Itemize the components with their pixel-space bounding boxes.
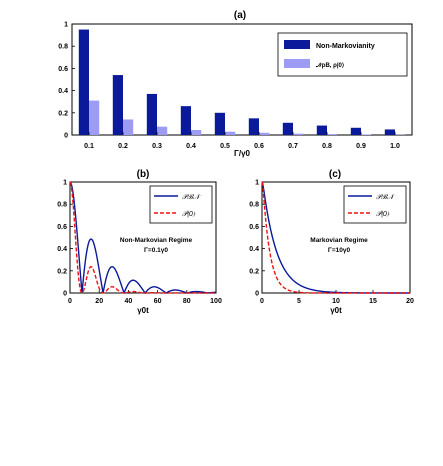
legend-label-negativity: 𝒩ρB, ρ|0⟩: [315, 62, 344, 69]
panel-c: (c) 0 5 10 15 20 0 0.2 0.4 0.6 0.8 1 Markovian Reg…: [249, 169, 414, 315]
line-p0-panel-c: [261, 181, 410, 294]
x-tick-label: 100: [210, 298, 222, 305]
panel-b: (b) 0 20 40 60 80 100 0 0.2 0.4 0.6 0.8 1 Non-Marko…: [57, 169, 222, 315]
x-tick-label: 0.1: [84, 143, 94, 150]
bar-non-markovianity-0.7: [282, 122, 293, 135]
y-tick-label: 1: [255, 180, 259, 187]
bar-negativity-0.4: [191, 130, 202, 135]
y-tick-label: 0.8: [249, 202, 259, 209]
panel-b-annotation-line2: Γ=0.1γ0: [144, 247, 168, 254]
y-tick-label: 0: [63, 291, 67, 298]
panel-b-axes-box: [69, 181, 217, 294]
y-tick-label: 0.4: [58, 88, 68, 95]
bar-negativity-0.2: [123, 119, 134, 135]
panel-a: (a) 0.1 0.2 0.3 0.4 0.5 0.6 0.7 0.8 0.9 1.000.20.…: [58, 10, 413, 158]
panel-a-label: (a): [234, 10, 246, 21]
bar-negativity-0.6: [259, 132, 270, 135]
bar-non-markovianity-0.5: [214, 112, 225, 135]
x-tick-label: 15: [369, 298, 377, 305]
bar-non-markovianity-0.8: [316, 125, 327, 135]
panel-c-ticks: 0 5 10 15 20 0 0.2 0.4 0.6 0.8 1: [249, 180, 414, 306]
x-tick-label: 20: [95, 298, 103, 305]
y-tick-label: 0.4: [249, 246, 259, 253]
panel-c-label: (c): [329, 169, 341, 180]
panel-c-lines: [261, 181, 410, 294]
y-tick-label: 1: [64, 22, 68, 29]
y-tick-label: 0.8: [57, 202, 67, 209]
panel-b-xlabel: γ0t: [137, 306, 149, 315]
panel-a-legend-box: [277, 32, 408, 77]
x-tick-label: 20: [406, 298, 414, 305]
bar-non-markovianity-0.4: [180, 106, 191, 135]
bar-non-markovianity-0.9: [350, 127, 361, 135]
y-tick-label: 0: [64, 133, 68, 140]
x-tick-label: 10: [332, 298, 340, 305]
bar-negativity-0.5: [225, 131, 236, 135]
y-tick-label: 0.2: [249, 268, 259, 275]
bar-non-markovianity-0.1: [78, 29, 89, 135]
x-tick-label: 0.7: [288, 143, 298, 150]
legend-label-pbn-c: 𝒫ℬ𝒩: [376, 194, 396, 201]
x-tick-label: 0.9: [356, 143, 366, 150]
x-tick-label: 0.3: [152, 143, 162, 150]
x-tick-label: 0: [68, 298, 72, 305]
panel-b-label: (b): [137, 169, 150, 180]
panel-c-xlabel: γ0t: [330, 306, 342, 315]
x-tick-label: 0: [260, 298, 264, 305]
panel-a-ticks: 0.1 0.2 0.3 0.4 0.5 0.6 0.7 0.8 0.9 1.0 0 0.2 0.4 0.6…: [58, 22, 400, 151]
bar-non-markovianity-0.3: [146, 93, 157, 135]
panel-c-annotation-line2: Γ=10γ0: [328, 247, 351, 254]
bar-negativity-0.8: [327, 134, 338, 135]
panel-a-xlabel: Γ/γ0: [234, 149, 250, 158]
panel-c-legend-box: [343, 185, 407, 224]
x-tick-label: 1.0: [390, 143, 400, 150]
panel-a-bars: [78, 29, 406, 135]
y-tick-label: 0.6: [57, 224, 67, 231]
line-pbn-panel-b: [69, 181, 217, 295]
bar-negativity-0.9: [361, 134, 372, 135]
bar-negativity-0.3: [157, 126, 168, 135]
panel-b-legend: 𝒫ℬ𝒩 𝒫|0⟩: [149, 185, 213, 224]
panel-b-lines: [69, 181, 217, 295]
legend-label-pbn-b: 𝒫ℬ𝒩: [182, 194, 202, 201]
x-tick-label: 0.6: [254, 143, 264, 150]
x-tick-label: 0.2: [118, 143, 128, 150]
panel-a-legend: Non-Markovianity 𝒩ρB, ρ|0⟩: [277, 32, 408, 77]
legend-label-p0-c: 𝒫|0⟩: [376, 211, 390, 218]
line-p0-panel-b: [69, 181, 216, 294]
y-tick-label: 0.6: [249, 224, 259, 231]
bar-negativity-0.1: [89, 100, 100, 135]
bar-negativity-0.7: [293, 133, 304, 135]
bar-non-markovianity-0.6: [248, 118, 259, 135]
y-tick-label: 0.6: [58, 66, 68, 73]
x-tick-label: 0.4: [186, 143, 196, 150]
panel-c-annotation-line1: Markovian Regime: [310, 237, 368, 244]
legend-swatch-negativity: [284, 59, 310, 68]
bar-non-markovianity-1.0: [384, 129, 395, 135]
legend-swatch-non-markovianity: [284, 40, 310, 49]
bar-non-markovianity-0.2: [112, 75, 123, 135]
y-tick-label: 1: [63, 180, 67, 187]
legend-label-p0-b: 𝒫|0⟩: [182, 211, 196, 218]
panel-c-legend: 𝒫ℬ𝒩 𝒫|0⟩: [343, 185, 407, 224]
x-tick-label: 60: [154, 298, 162, 305]
y-tick-label: 0.2: [57, 268, 67, 275]
panel-b-annotation-line1: Non-Markovian Regime: [120, 237, 193, 244]
x-tick-label: 0.5: [220, 143, 230, 150]
x-tick-label: 5: [297, 298, 301, 305]
x-tick-label: 80: [183, 298, 191, 305]
x-tick-label: 0.8: [322, 143, 332, 150]
y-tick-label: 0: [255, 291, 259, 298]
legend-label-non-markovianity: Non-Markovianity: [316, 43, 375, 50]
y-tick-label: 0.4: [57, 246, 67, 253]
panel-a-axes-box: [71, 23, 413, 136]
y-tick-label: 0.8: [58, 44, 68, 51]
x-tick-label: 40: [125, 298, 133, 305]
panel-b-legend-box: [149, 185, 213, 224]
y-tick-label: 0.2: [58, 110, 68, 117]
